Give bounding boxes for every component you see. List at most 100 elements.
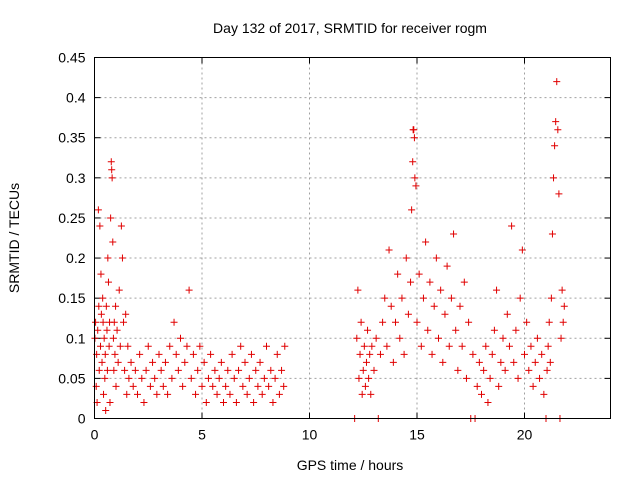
data-point	[134, 390, 141, 398]
data-point	[146, 382, 154, 390]
x-tick-label: 5	[198, 427, 206, 443]
data-point	[211, 366, 219, 374]
data-point	[394, 270, 402, 278]
data-point	[121, 366, 129, 374]
data-point	[92, 318, 100, 326]
data-point	[409, 158, 417, 166]
data-point	[443, 262, 451, 270]
data-point	[525, 366, 533, 374]
data-point	[458, 342, 466, 350]
data-point	[538, 350, 546, 358]
data-point	[392, 318, 399, 326]
data-point	[361, 382, 369, 390]
y-tick-label: 0.45	[58, 50, 85, 66]
data-point	[123, 390, 131, 398]
data-point	[144, 342, 152, 350]
data-point	[102, 302, 110, 310]
data-point	[155, 350, 163, 358]
data-point	[364, 326, 372, 334]
data-point	[367, 390, 375, 398]
data-point	[484, 398, 492, 406]
data-point	[151, 374, 159, 382]
data-point	[204, 374, 212, 382]
data-point	[478, 390, 485, 398]
data-point	[269, 398, 277, 406]
data-point	[356, 350, 364, 358]
data-point	[252, 366, 260, 374]
x-tick-label: 15	[409, 427, 425, 443]
data-point	[97, 310, 105, 318]
y-axis-label: SRMTID / TECUs	[6, 183, 22, 293]
data-point	[512, 326, 520, 334]
data-point	[437, 286, 445, 294]
data-point	[98, 358, 106, 366]
data-point	[202, 398, 210, 406]
data-point	[546, 358, 554, 366]
data-point	[124, 342, 132, 350]
data-point	[462, 374, 470, 382]
data-point	[189, 350, 197, 358]
data-point	[480, 366, 488, 374]
data-point	[450, 230, 458, 238]
data-point	[521, 350, 528, 358]
data-point	[368, 342, 376, 350]
data-point	[360, 342, 368, 350]
data-point	[247, 350, 255, 358]
data-point	[447, 294, 455, 302]
data-point	[413, 318, 421, 326]
data-point	[387, 302, 395, 310]
data-point	[164, 390, 172, 398]
data-point	[381, 294, 389, 302]
y-tick-label: 0.15	[58, 290, 85, 306]
data-point	[185, 286, 193, 294]
data-point	[559, 318, 567, 326]
data-point	[97, 270, 105, 278]
data-point	[543, 366, 551, 374]
data-point	[166, 342, 174, 350]
data-point	[379, 318, 387, 326]
data-point	[104, 254, 112, 262]
data-point	[435, 334, 442, 342]
y-tick-label: 0.2	[66, 250, 86, 266]
data-point	[101, 374, 109, 382]
data-point	[114, 358, 122, 366]
data-point	[250, 398, 258, 406]
data-point	[232, 398, 240, 406]
axis-ticks	[94, 57, 611, 419]
data-point	[278, 366, 286, 374]
data-point	[200, 358, 208, 366]
data-point	[558, 286, 566, 294]
data-point	[514, 374, 522, 382]
data-point	[215, 374, 223, 382]
data-point	[263, 342, 270, 350]
data-point	[117, 222, 125, 230]
data-point	[149, 358, 157, 366]
data-point	[243, 390, 251, 398]
data-point	[488, 350, 496, 358]
data-point	[426, 278, 434, 286]
data-point	[161, 358, 169, 366]
data-point	[372, 334, 380, 342]
data-point	[168, 374, 176, 382]
data-point	[258, 390, 266, 398]
data-point	[475, 358, 483, 366]
data-point	[109, 238, 117, 246]
data-point	[518, 246, 526, 254]
data-point	[366, 350, 374, 358]
data-point	[237, 342, 245, 350]
y-tick-label: 0.25	[58, 210, 85, 226]
data-point	[183, 342, 191, 350]
data-point	[490, 326, 498, 334]
data-point	[92, 382, 100, 390]
data-point	[555, 190, 563, 198]
data-point	[410, 134, 418, 142]
data-point	[194, 366, 202, 374]
data-point	[230, 374, 238, 382]
data-point	[112, 302, 120, 310]
data-point	[396, 334, 404, 342]
data-point	[362, 358, 370, 366]
data-point	[108, 174, 116, 182]
y-tick-label: 0.1	[66, 330, 86, 346]
data-point	[131, 366, 139, 374]
data-point	[545, 318, 553, 326]
